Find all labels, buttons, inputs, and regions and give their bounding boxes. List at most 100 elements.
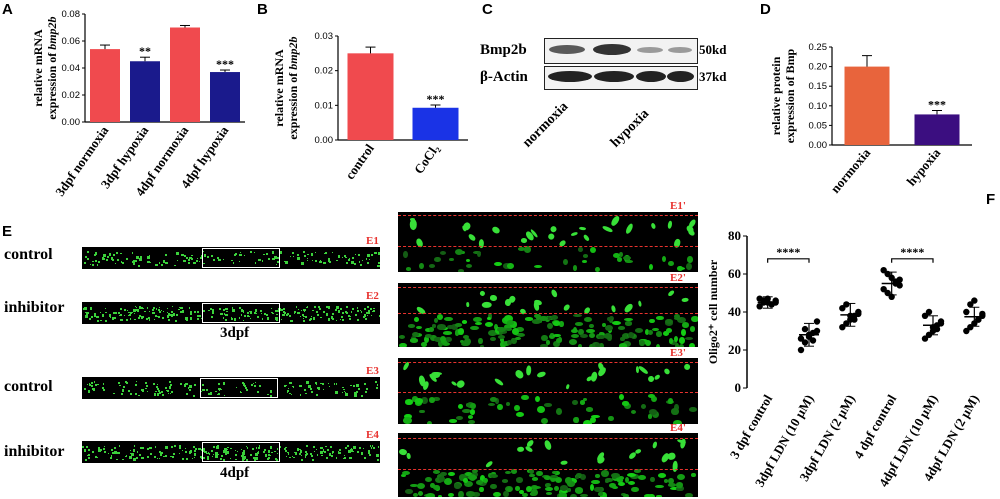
fluorescent-cell bbox=[160, 390, 163, 394]
fluorescent-cell bbox=[472, 316, 482, 322]
fluorescent-cell bbox=[174, 319, 177, 322]
data-point bbox=[801, 325, 809, 333]
data-point bbox=[933, 325, 941, 333]
fluorescent-cell bbox=[314, 259, 317, 263]
fluorescent-cell bbox=[212, 445, 216, 449]
bar bbox=[412, 107, 459, 140]
fluorescent-cell bbox=[253, 458, 256, 461]
fluorescent-cell bbox=[440, 471, 447, 477]
fluorescent-cell bbox=[91, 263, 95, 267]
fluorescent-cell bbox=[191, 258, 194, 260]
fluorescent-cell bbox=[82, 447, 84, 449]
fluorescent-cell bbox=[240, 251, 242, 253]
fluorescent-cell bbox=[347, 315, 350, 318]
fluorescent-cell bbox=[176, 252, 179, 255]
fluorescent-cell bbox=[211, 315, 213, 317]
fluorescent-cell bbox=[342, 312, 344, 315]
fluorescent-cell bbox=[549, 288, 559, 299]
fluorescent-cell bbox=[346, 306, 349, 309]
data-point bbox=[756, 303, 763, 310]
fluorescent-cell bbox=[674, 314, 680, 319]
fluorescent-cell bbox=[655, 330, 663, 337]
fluorescent-cell bbox=[285, 446, 287, 449]
fluorescent-cell bbox=[482, 302, 493, 309]
fluorescent-cell bbox=[651, 440, 658, 449]
fluorescent-cell bbox=[305, 392, 307, 395]
fluorescent-cell bbox=[647, 414, 653, 419]
fluorescent-cell bbox=[275, 310, 278, 313]
fluorescent-cell bbox=[133, 313, 136, 315]
fluorescent-cell bbox=[368, 258, 371, 261]
fluorescent-cell bbox=[120, 252, 122, 255]
fluorescent-cell bbox=[320, 382, 322, 385]
fluorescent-cell bbox=[588, 332, 595, 339]
fluorescent-cell bbox=[137, 264, 140, 267]
zoom-region-box bbox=[202, 248, 280, 268]
fluorescent-cell bbox=[430, 482, 436, 489]
fluorescent-cell bbox=[159, 453, 163, 456]
fluorescent-cell bbox=[667, 452, 677, 461]
fluorescent-cell bbox=[604, 479, 610, 484]
fluorescent-cell bbox=[241, 314, 243, 316]
fluorescent-cell bbox=[376, 384, 379, 386]
row-label-control: control bbox=[4, 246, 53, 263]
fluorescent-cell bbox=[200, 254, 203, 257]
fluorescent-cell bbox=[516, 327, 525, 333]
fluorescent-cell bbox=[567, 480, 575, 487]
fluorescent-cell bbox=[356, 307, 359, 309]
fluorescent-cell bbox=[468, 475, 478, 480]
fluorescent-cell bbox=[209, 308, 212, 311]
bar bbox=[347, 53, 394, 141]
fluorescent-cell bbox=[547, 315, 555, 320]
fluorescent-cell bbox=[245, 387, 247, 389]
fluorescent-cell bbox=[133, 262, 136, 265]
fluorescent-cell bbox=[316, 453, 319, 456]
fluorescent-cell bbox=[556, 407, 562, 415]
fluorescent-cell bbox=[167, 315, 170, 318]
fluorescent-cell bbox=[129, 393, 132, 396]
fluorescent-cell bbox=[188, 256, 191, 259]
fluorescent-cell bbox=[364, 383, 366, 386]
fluorescent-cell bbox=[663, 478, 669, 484]
fluorescent-cell bbox=[155, 308, 158, 310]
fluorescent-cell bbox=[305, 451, 308, 454]
fluorescent-cell bbox=[185, 317, 189, 320]
fluorescent-cell bbox=[412, 492, 418, 497]
fluorescent-cell bbox=[595, 267, 601, 272]
fluorescent-cell bbox=[336, 306, 339, 309]
fluorescent-cell bbox=[220, 457, 223, 460]
fluorescent-cell bbox=[370, 447, 373, 449]
fluorescent-cell bbox=[662, 255, 667, 262]
fluorescent-cell bbox=[118, 445, 121, 447]
dashed-boundary bbox=[398, 469, 698, 470]
fluorescent-cell bbox=[307, 253, 310, 256]
fluorescent-cell bbox=[185, 382, 188, 386]
zoom-region-box bbox=[202, 442, 280, 462]
fluorescent-cell bbox=[267, 393, 269, 396]
fluorescent-cell bbox=[282, 307, 285, 310]
fluorescent-cell bbox=[309, 317, 312, 320]
fluorescent-cell bbox=[477, 250, 482, 257]
fluorescent-cell bbox=[154, 390, 157, 393]
fluorescent-cell bbox=[505, 401, 511, 407]
fluorescent-cell bbox=[239, 254, 242, 257]
fluorescent-cell bbox=[269, 390, 273, 393]
fluorescent-cell bbox=[297, 257, 300, 260]
fluorescent-cell bbox=[148, 258, 150, 260]
fluorescent-cell bbox=[448, 257, 454, 261]
fluorescent-cell bbox=[295, 306, 297, 308]
blot-lane-hypoxia: hypoxia bbox=[608, 106, 653, 151]
fluorescent-cell bbox=[488, 329, 498, 337]
fluorescent-cell bbox=[546, 232, 556, 241]
fluorescent-cell bbox=[463, 472, 469, 479]
fluorescent-cell bbox=[254, 385, 256, 387]
fluorescent-cell bbox=[202, 449, 206, 453]
fluorescent-cell bbox=[167, 393, 170, 395]
fluorescent-cell bbox=[622, 401, 629, 406]
fluorescent-cell bbox=[101, 314, 104, 317]
fluorescent-cell bbox=[338, 450, 340, 453]
fluorescent-cell bbox=[190, 311, 192, 313]
bar bbox=[844, 66, 890, 145]
fluorescent-cell bbox=[90, 315, 93, 318]
fluorescent-cell bbox=[352, 256, 355, 259]
